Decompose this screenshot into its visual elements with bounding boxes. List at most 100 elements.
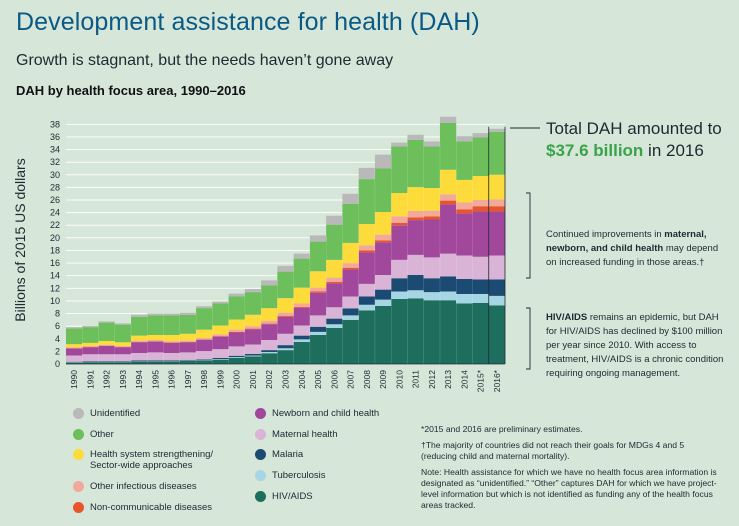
legend-item-tb: Tuberculosis [255, 470, 422, 481]
legend-swatch-icon [73, 481, 84, 492]
legend-swatch-icon [255, 470, 266, 481]
legend-label: Newborn and child health [272, 408, 380, 419]
y-tick-label: 2 [55, 346, 60, 356]
x-tick-label: 2007 [346, 370, 356, 389]
legend-item-maternal: Maternal health [255, 429, 422, 440]
legend-label: Health system strengthening/ Sector-wide… [90, 449, 214, 471]
legend-swatch-icon [255, 408, 266, 419]
legend-item-hiv: HIV/AIDS [255, 491, 422, 502]
y-tick-label: 12 [50, 283, 60, 293]
x-tick-label: 2006 [329, 370, 339, 389]
area-series-tb [66, 290, 505, 363]
legend-label: Maternal health [272, 429, 338, 440]
legend-item-unidentified: Unidentified [73, 408, 240, 419]
x-tick-label: 1992 [102, 370, 112, 389]
x-tick-label: 2008 [362, 370, 372, 389]
y-tick-label: 28 [50, 182, 60, 192]
x-tick-label: 1997 [183, 370, 193, 389]
bracket-mch [526, 192, 531, 279]
legend-swatch-icon [73, 502, 84, 513]
callout-hiv-bold: HIV/AIDS [546, 312, 588, 323]
x-tick-label: 2014 [459, 370, 469, 389]
y-tick-label: 0 [55, 359, 60, 369]
y-tick-label: 22 [50, 220, 60, 230]
chart-title: DAH by health focus area, 1990–2016 [16, 83, 246, 98]
x-tick-label: 2003 [281, 370, 291, 389]
y-tick-label: 6 [55, 321, 60, 331]
legend-label: Unidentified [90, 408, 141, 419]
legend-item-other: Other [73, 429, 240, 440]
y-tick-label: 30 [50, 170, 60, 180]
x-tick-label: 2001 [248, 370, 258, 389]
footnote-preliminary: *2015 and 2016 are preliminary estimates… [421, 424, 583, 434]
legend-item-hss: Health system strengthening/ Sector-wide… [73, 449, 240, 471]
x-tick-label: 2015* [476, 369, 486, 392]
legend-swatch-icon [73, 408, 84, 419]
x-tick-label: 1990 [69, 370, 79, 389]
area-series-hss [66, 169, 505, 348]
area-series-unidentified [66, 116, 505, 329]
x-tick-label: 1994 [134, 370, 144, 389]
y-tick-label: 24 [50, 208, 60, 218]
legend-label: Malaria [272, 449, 304, 460]
y-tick-label: 32 [50, 157, 60, 167]
y-tick-label: 10 [50, 296, 60, 306]
legend-swatch-icon [73, 449, 84, 460]
callout-mch-bold: maternal, newborn, and child health [546, 229, 707, 254]
bracket-hiv [526, 307, 531, 370]
legend-label: HIV/AIDS [272, 491, 313, 502]
area-series-malaria [66, 275, 505, 363]
x-tick-label: 2000 [232, 370, 242, 389]
x-tick-label: 2005 [313, 370, 323, 389]
legend-label: Tuberculosis [272, 470, 326, 481]
legend-item-ncd: Non-communicable diseases [73, 502, 240, 513]
x-tick-label: 1991 [85, 370, 95, 389]
y-tick-label: 38 [50, 119, 60, 129]
footnote-note: Note: Health assistance for which we hav… [421, 467, 717, 510]
callout-total-suffix: in 2016 [643, 141, 704, 160]
footnote-mdg: †The majority of countries did not reach… [421, 440, 685, 461]
legend-label: Non-communicable diseases [90, 502, 212, 513]
legend-swatch-icon [255, 429, 266, 440]
y-tick-label: 34 [50, 145, 60, 155]
y-tick-label: 4 [55, 334, 60, 344]
x-tick-label: 2009 [378, 370, 388, 389]
area-series-newborn [66, 204, 505, 356]
x-tick-label: 1998 [199, 370, 209, 389]
x-tick-label: 1996 [167, 370, 177, 389]
page-title: Development assistance for health (DAH) [16, 8, 480, 36]
x-tick-label: 2016* [492, 369, 502, 392]
x-tick-label: 2013 [443, 370, 453, 389]
callout-hiv-post: remains an epidemic, but DAH for HIV/AID… [546, 312, 724, 379]
y-tick-label: 14 [50, 271, 60, 281]
y-tick-label: 26 [50, 195, 60, 205]
callout-total-value: $37.6 billion [546, 141, 644, 160]
x-tick-label: 2004 [297, 370, 307, 389]
y-tick-label: 20 [50, 233, 60, 243]
y-tick-label: 36 [50, 132, 60, 142]
area-series-hiv [66, 298, 505, 364]
x-tick-label: 2010 [394, 370, 404, 389]
x-tick-label: 2011 [411, 370, 421, 389]
legend-swatch-icon [255, 491, 266, 502]
legend-swatch-icon [73, 429, 84, 440]
x-tick-label: 1999 [215, 370, 225, 389]
x-tick-label: 2012 [427, 370, 437, 389]
legend-item-other_infectious: Other infectious diseases [73, 481, 240, 492]
callout-mch-pre: Continued improvements in [546, 229, 665, 240]
legend-label: Other [90, 429, 114, 440]
footnotes: *2015 and 2016 are preliminary estimates… [421, 424, 721, 516]
page-subtitle: Growth is stagnant, but the needs haven’… [16, 52, 394, 69]
y-tick-label: 18 [50, 245, 60, 255]
y-tick-label: 16 [50, 258, 60, 268]
area-series-maternal [66, 253, 505, 362]
callout-hiv: HIV/AIDS remains an epidemic, but DAH fo… [546, 311, 731, 381]
callout-mch-post: may depend on increased funding in those… [546, 243, 719, 268]
legend-item-newborn: Newborn and child health [255, 408, 422, 419]
callout-mch: Continued improvements in maternal, newb… [546, 228, 731, 270]
area-series-other [66, 123, 505, 345]
callout-total-prefix: Total DAH amounted to [546, 119, 722, 138]
x-tick-label: 1995 [150, 370, 160, 389]
callout-total: Total DAH amounted to $37.6 billion in 2… [546, 118, 722, 162]
